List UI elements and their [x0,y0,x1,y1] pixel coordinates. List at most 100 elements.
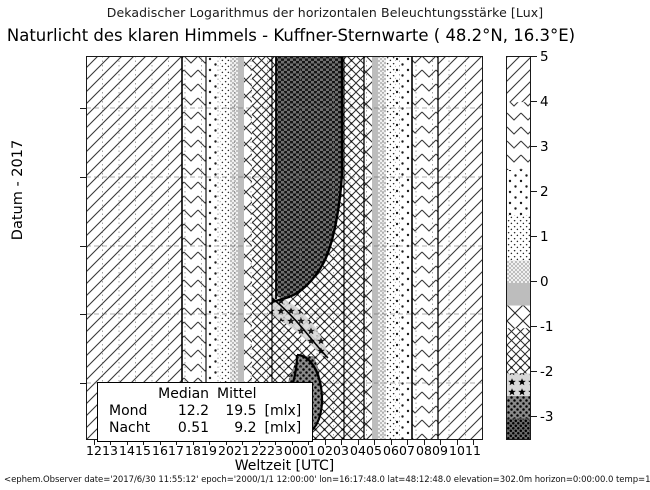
x-tick-mark-17 [374,440,375,445]
grid-vertical-lines [102,57,466,439]
x-tick-mark-14 [325,440,326,445]
x-tick-mark-4 [160,440,161,445]
region-morning-fine-dots [386,57,396,439]
cb-sw-3 [507,373,530,396]
cb-tick-label-0: 0 [540,274,549,290]
cb-sw-17 [507,57,530,80]
x-tick-label-12: 00 [284,443,300,458]
cb-tick-label-m3: -3 [540,409,554,425]
x-tick-label-1: 13 [102,443,118,458]
cb-sw-2 [507,396,530,419]
cb-tick-mark-m2 [531,371,537,372]
region-morning-sparse-dots [396,57,412,439]
stats-row-label-nacht: Nacht [109,420,151,436]
colorbar[interactable] [506,56,531,440]
contour-canvas [87,57,482,439]
x-tick-label-13: 01 [300,443,316,458]
region-morning-crosshatch [352,57,364,439]
statistics-box: Median Mittel Mond 12.2 19.5 [mlx] Nacht… [97,382,314,442]
contour-dark-blob-upper [271,57,344,304]
region-evening-crosshatch [252,57,264,439]
region-darkest-upper [276,57,342,298]
x-tick-label-10: 22 [251,443,267,458]
x-tick-mark-15 [341,440,342,445]
cb-tick-mark-m1 [531,326,537,327]
region-evening-diamond [244,57,252,439]
colorbar-swatches [507,57,530,439]
region-morning-gray-dots [378,57,386,439]
x-tick-mark-1 [110,440,111,445]
x-tick-label-19: 07 [399,443,415,458]
statistics-table: Median Mittel Mond 12.2 19.5 [mlx] Nacht… [105,386,305,437]
x-tick-label-22: 10 [449,443,465,458]
cb-tick-label-m1: -1 [540,319,554,335]
x-tick-label-9: 21 [234,443,250,458]
cb-tick-label-5: 5 [540,49,549,65]
cb-tick-mark-m3 [531,416,537,417]
cb-sw-12 [507,170,530,193]
x-tick-mark-18 [391,440,392,445]
cb-tick-label-4: 4 [540,94,549,110]
figure-subtitle: Dekadischer Logarithmus der horizontalen… [106,5,544,20]
x-tick-label-3: 15 [135,443,151,458]
region-evening-crosshatch-dots [264,57,272,439]
y-tick-mark-15jul [80,246,86,247]
cb-sw-9 [507,237,530,261]
stats-row-label-mond: Mond [109,403,148,419]
cb-tick-label-1: 1 [540,229,549,245]
x-tick-mark-21 [440,440,441,445]
x-tick-mark-2 [127,440,128,445]
cb-sw-8 [507,260,530,283]
region-morning-crosshatch-dots [344,57,352,439]
ephem-observer-footer: <ephem.Observer date='2017/6/30 11:55:12… [4,475,650,485]
region-evening-chevron [182,57,206,439]
x-tick-mark-20 [424,440,425,445]
table-header-row: Median Mittel [105,386,305,403]
cb-sw-4 [507,350,530,374]
region-evening-solid-gray [238,57,244,439]
y-tick-mark-05jul [80,383,86,384]
region-morning-diamond [364,57,372,439]
y-tick-mark-25jul [80,108,86,109]
cb-tick-mark-4 [531,101,537,102]
cb-sw-7 [507,283,530,306]
x-tick-label-11: 23 [267,443,283,458]
y-axis-label: Datum - 2017 [10,139,26,241]
cb-tick-mark-0 [531,281,537,282]
x-tick-label-7: 19 [201,443,217,458]
plot-area[interactable] [86,56,483,440]
x-tick-label-0: 12 [86,443,102,458]
table-row: Mond 12.2 19.5 [mlx] [105,403,305,420]
cb-tick-mark-5 [531,56,537,57]
region-evening-gray-dots [230,57,238,439]
x-tick-mark-7 [209,440,210,445]
x-tick-label-21: 09 [432,443,448,458]
stats-col-median: Median [158,386,210,402]
region-morning-solid-gray [372,57,378,439]
x-tick-mark-12 [292,440,293,445]
cb-tick-mark-1 [531,236,537,237]
cb-sw-5 [507,328,530,351]
x-tick-label-16: 04 [350,443,366,458]
region-morning-chevron [412,57,438,439]
cb-sw-16 [507,79,530,103]
cb-sw-10 [507,215,530,238]
x-tick-label-6: 18 [185,443,201,458]
cb-tick-label-m2: -2 [540,364,554,380]
stats-col-blank [105,386,154,403]
stats-mond-median: 12.2 [177,403,210,419]
x-tick-label-17: 05 [366,443,382,458]
contour-moonlight-ridge [271,297,329,359]
x-tick-label-8: 20 [218,443,234,458]
stats-mond-mittel: 19.5 [225,403,257,419]
table-row: Nacht 0.51 9.2 [mlx] [105,420,305,437]
x-tick-label-18: 06 [383,443,399,458]
x-tick-mark-16 [358,440,359,445]
cb-sw-11 [507,192,530,216]
x-tick-label-4: 16 [152,443,168,458]
cb-tick-label-3: 3 [540,139,549,155]
cb-tick-label-2: 2 [540,184,549,200]
x-tick-mark-23 [473,440,474,445]
stats-col-unit [261,386,306,403]
cb-tick-mark-3 [531,146,537,147]
